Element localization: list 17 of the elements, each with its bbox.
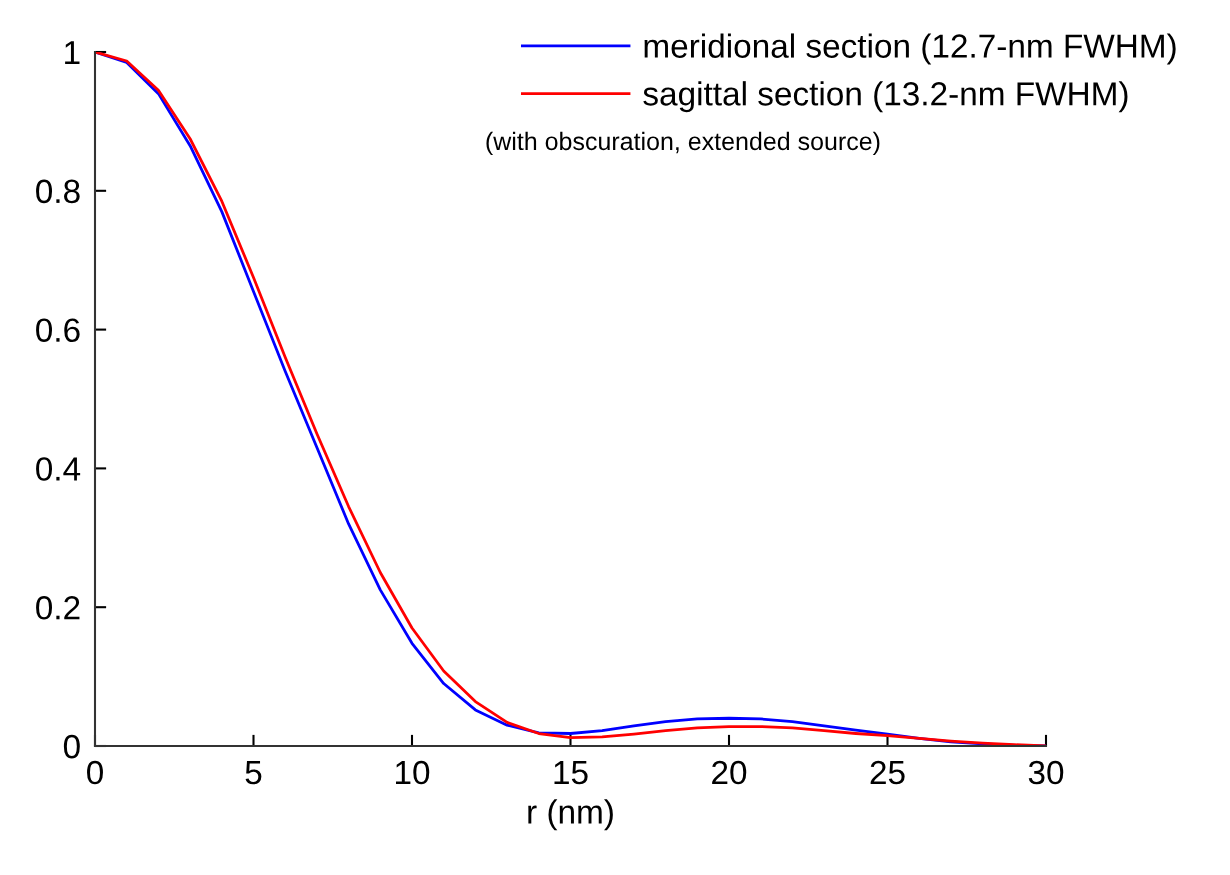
y-tick-label: 1: [65, 41, 80, 65]
x-tick-label: 15: [554, 761, 588, 785]
x-tick-label: 25: [870, 760, 905, 785]
x-tick-label: 30: [1028, 760, 1064, 785]
annotation: (with obscuration, extended source): [486, 131, 880, 156]
x-tick-label: 0: [87, 760, 103, 785]
x-tick-label: 10: [396, 760, 430, 785]
y-tick-label: 0.2: [36, 596, 80, 620]
x-axis-title: r (nm): [528, 799, 613, 831]
y-tick-label: 0.4: [36, 457, 81, 481]
x-tick-label: 20: [712, 760, 747, 785]
y-tick-label: 0: [63, 734, 80, 759]
x-tick-label: 5: [245, 761, 262, 785]
legend-label: sagittal section (13.2-nm FWHM): [643, 81, 1128, 113]
y-tick-label: 0.6: [36, 318, 80, 343]
y-tick-label: 0.8: [36, 179, 80, 204]
legend-label: meridional section (12.7-nm FWHM): [644, 33, 1176, 65]
